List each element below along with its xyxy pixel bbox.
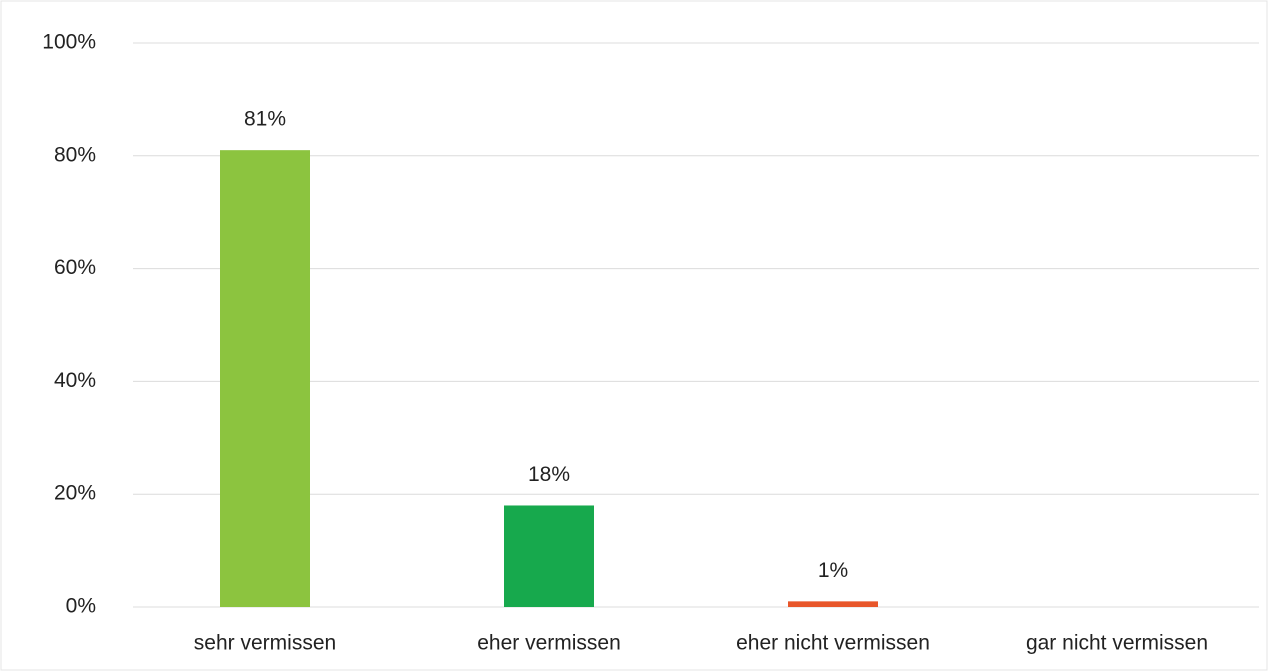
- bar: [788, 601, 878, 607]
- y-tick-label: 100%: [42, 31, 96, 54]
- y-tick-label: 20%: [54, 482, 96, 505]
- x-tick-label: sehr vermissen: [194, 632, 336, 655]
- data-label: 81%: [244, 108, 286, 131]
- x-tick-label: gar nicht vermissen: [1026, 632, 1208, 655]
- bar: [504, 505, 594, 607]
- y-tick-label: 80%: [54, 143, 96, 166]
- x-tick-label: eher vermissen: [477, 632, 621, 655]
- y-tick-label: 0%: [66, 595, 96, 618]
- y-tick-label: 60%: [54, 256, 96, 279]
- bar: [220, 150, 310, 607]
- data-label: 1%: [818, 559, 848, 582]
- x-tick-label: eher nicht vermissen: [736, 632, 930, 655]
- data-label: 18%: [528, 463, 570, 486]
- y-tick-label: 40%: [54, 369, 96, 392]
